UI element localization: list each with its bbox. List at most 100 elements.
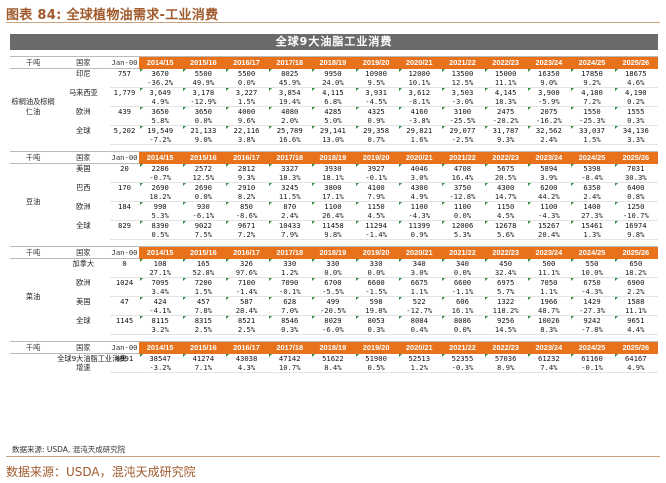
value-cell: 8315	[182, 315, 225, 326]
value-cell: 587	[225, 296, 268, 307]
base-value: 829	[118, 221, 131, 230]
value-cell: 8029	[311, 315, 354, 326]
year-header: 2021/22	[440, 56, 485, 69]
growth-label	[56, 192, 110, 202]
value-cell: 61160	[570, 353, 613, 364]
base-empty	[110, 230, 139, 240]
growth-cell: -20.5%	[311, 306, 355, 316]
year-header: 2019/20	[354, 341, 398, 354]
country-label: 马来西亚	[68, 87, 98, 97]
value-cell: 6900	[614, 277, 658, 288]
value-cell: 2812	[225, 163, 268, 174]
value-cell: 1100	[311, 201, 354, 212]
value-cell: 16350	[527, 68, 570, 79]
growth-cell: -4.1%	[138, 306, 182, 316]
value-cell: 8086	[441, 315, 484, 326]
growth-cell: 11.1%	[613, 306, 658, 316]
growth-cell: 4.6%	[613, 78, 658, 88]
year-header: 2022/23	[484, 246, 528, 259]
growth-row: -36.2% 49.9% 0.0% 45.9% 24.0% 9.5% 10.1% 12.5% 1…	[10, 78, 658, 88]
growth-cell: 20.5%	[484, 173, 528, 183]
value-cell: 522	[398, 296, 441, 307]
country-header: 国家	[56, 151, 111, 164]
value-cell: 990	[139, 201, 182, 212]
growth-cell: 16.1%	[440, 306, 485, 316]
base-header: Jan-00	[110, 151, 139, 164]
growth-cell: 0.4%	[397, 325, 441, 335]
growth-cell: 1.1%	[397, 287, 441, 297]
year-header: 2015/16	[181, 341, 225, 354]
base-value: 47	[120, 297, 129, 306]
table-row: 全球 1145 8115 8315 8521 8546 8029 8053 8084 8086 92…	[10, 315, 658, 326]
base-empty	[110, 306, 139, 316]
year-header: 2024/25	[570, 151, 614, 164]
spacer-cell	[10, 50, 658, 57]
growth-row: 5.3% -6.1% -8.6% 2.4% 26.4% 4.5% -4.3% 0.0% 4.5%…	[10, 211, 658, 221]
country-label: 巴西	[76, 182, 91, 192]
base-empty	[110, 268, 139, 278]
growth-cell: 0.5%	[354, 363, 398, 373]
growth-cell: 8.2%	[224, 192, 269, 202]
growth-cell: 0.2%	[613, 97, 658, 107]
growth-cell: -0.3%	[440, 363, 485, 373]
value-cell: 598	[355, 296, 398, 307]
growth-cell: 11.1%	[484, 78, 528, 88]
value-cell: 11458	[311, 220, 354, 231]
growth-cell: 2.4%	[570, 192, 614, 202]
value-cell: 3,931	[355, 87, 398, 98]
growth-cell: -8.6%	[224, 211, 269, 221]
value-cell: 165	[182, 258, 225, 269]
value-cell: 17850	[570, 68, 613, 79]
country-label: 欧洲	[76, 106, 91, 116]
growth-cell: -36.2%	[138, 78, 182, 88]
value-cell: 4000	[225, 106, 268, 117]
value-cell: 12006	[441, 220, 484, 231]
value-cell: 5894	[527, 163, 570, 174]
growth-cell: 9.6%	[224, 116, 269, 126]
growth-cell: 0.0%	[181, 116, 225, 126]
growth-cell: 5.0%	[311, 116, 355, 126]
value-cell: 3650	[182, 106, 225, 117]
year-header: 2016/17	[224, 246, 269, 259]
year-header: 2014/15	[138, 56, 182, 69]
table-row: 欧洲 439 3650 3650 4000 4080 4285 4325 4160 3100 247…	[10, 106, 658, 117]
value-cell: 3,178	[182, 87, 225, 98]
growth-cell: -1.4%	[354, 230, 398, 240]
value-cell: 9671	[225, 220, 268, 231]
growth-cell: 0.3%	[268, 325, 312, 335]
year-header: 2019/20	[354, 151, 398, 164]
growth-cell: 52.8%	[181, 268, 225, 278]
growth-cell: 0.0%	[440, 211, 485, 221]
growth-cell: 11.5%	[268, 192, 312, 202]
growth-cell: 0.0%	[440, 325, 485, 335]
unit-label: 千吨	[10, 341, 57, 354]
growth-cell: -8.1%	[397, 97, 441, 107]
year-header: 2021/22	[440, 341, 485, 354]
growth-cell: -12.9%	[181, 97, 225, 107]
year-header: 2025/26	[613, 151, 658, 164]
value-cell: 9022	[182, 220, 225, 231]
value-cell: 15267	[527, 220, 570, 231]
country-label: 全球	[76, 220, 91, 230]
base-value: 1145	[115, 316, 134, 325]
growth-cell: 0.0%	[224, 78, 269, 88]
value-cell: 6975	[484, 277, 527, 288]
value-cell: 22,116	[225, 125, 268, 136]
growth-cell: 3.8%	[224, 135, 269, 145]
growth-cell: -27.3%	[570, 306, 614, 316]
year-header: 2019/20	[354, 56, 398, 69]
section-header-row: 千吨 国家 Jan-00 2014/15 2015/16 2016/17 2017/18 20…	[10, 151, 658, 164]
growth-cell: 3.0%	[397, 268, 441, 278]
growth-cell: 0.8%	[613, 192, 658, 202]
value-cell: 1400	[570, 201, 613, 212]
growth-cell: 8.9%	[484, 363, 528, 373]
value-cell: 4,115	[311, 87, 354, 98]
value-cell: 500	[527, 258, 570, 269]
section-spacer	[10, 50, 658, 57]
section-spacer	[10, 239, 658, 247]
year-header: 2022/23	[484, 56, 528, 69]
year-header: 2015/16	[181, 246, 225, 259]
growth-row: -0.7% 12.5% 9.3% 18.3% 18.1% -0.1% 3.0% 16.4% 20…	[10, 173, 658, 183]
growth-cell: 7.1%	[181, 363, 225, 373]
growth-cell: 1.5%	[224, 97, 269, 107]
